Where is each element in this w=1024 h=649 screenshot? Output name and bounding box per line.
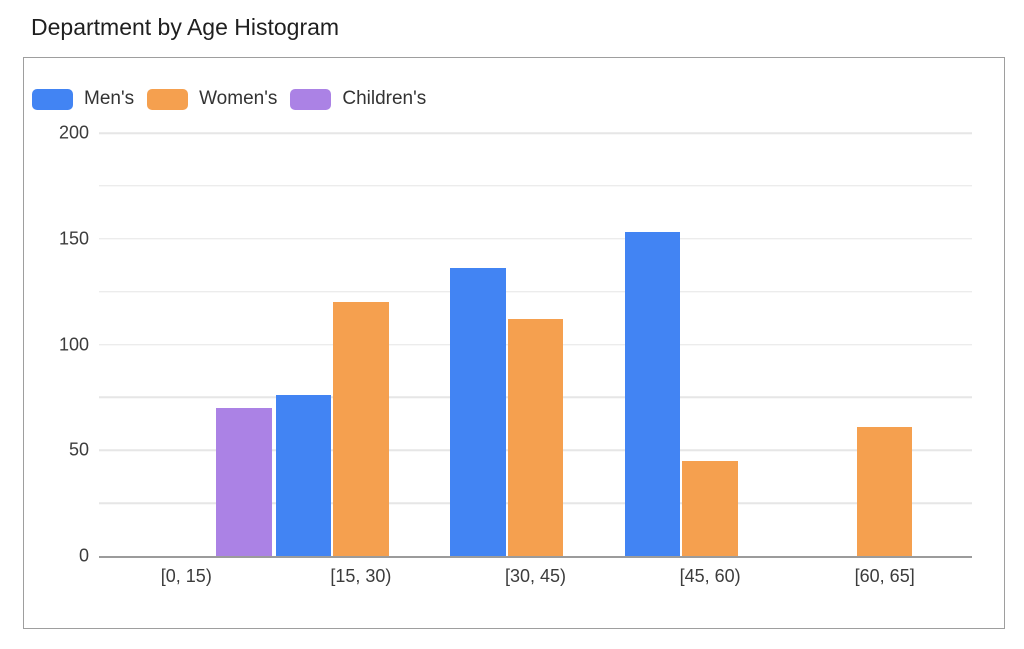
womens-bar-3: [682, 460, 738, 556]
childrens-bar-0: [216, 407, 272, 556]
mens-bar-1: [275, 395, 332, 556]
gridline-150: [99, 238, 972, 240]
legend: Men's Women's Children's: [32, 88, 426, 110]
womens-bar-4: [856, 427, 913, 556]
gridline-125: [99, 290, 972, 293]
chart-frame: Men's Women's Children's 0 50 100 150 200 [0,…: [23, 57, 1005, 629]
y-tick-label-100: 100: [58, 334, 89, 354]
x-tick-label-4: [60, 65]: [854, 566, 915, 586]
legend-label-childrens: Children's: [342, 88, 427, 109]
legend-entry-womens: Women's: [147, 88, 277, 110]
x-tick-label-1: [15, 30): [330, 566, 392, 586]
x-axis-line: [99, 556, 972, 558]
chart-title: Department by Age Histogram: [31, 14, 340, 40]
womens-bar-1: [333, 302, 389, 556]
y-tick-label-50: 50: [68, 439, 89, 460]
plot-area: 0 50 100 150 200 [0, 15) [15, 30) [30, 45) [45, …: [59, 123, 972, 586]
womens-bar-2: [507, 319, 564, 556]
legend-label-mens: Men's: [84, 88, 135, 109]
womens-legend-swatch-icon: [147, 88, 189, 110]
legend-label-womens: Women's: [199, 88, 278, 109]
mens-bar-3: [624, 232, 681, 556]
y-tick-label-150: 150: [58, 228, 89, 249]
x-tick-label-2: [30, 45): [504, 566, 566, 586]
mens-legend-swatch-icon: [32, 88, 73, 110]
x-tick-label-3: [45, 60): [679, 566, 741, 586]
gridline-175: [99, 185, 972, 187]
y-tick-label-0: 0: [78, 545, 89, 566]
mens-bar-2: [450, 268, 506, 556]
y-tick-label-200: 200: [58, 122, 89, 143]
legend-entry-mens: Men's: [32, 88, 134, 110]
legend-entry-childrens: Children's: [290, 88, 426, 110]
childrens-legend-swatch-icon: [290, 88, 332, 110]
gridline-200: [99, 132, 972, 134]
x-tick-label-0: [0, 15): [160, 566, 212, 586]
